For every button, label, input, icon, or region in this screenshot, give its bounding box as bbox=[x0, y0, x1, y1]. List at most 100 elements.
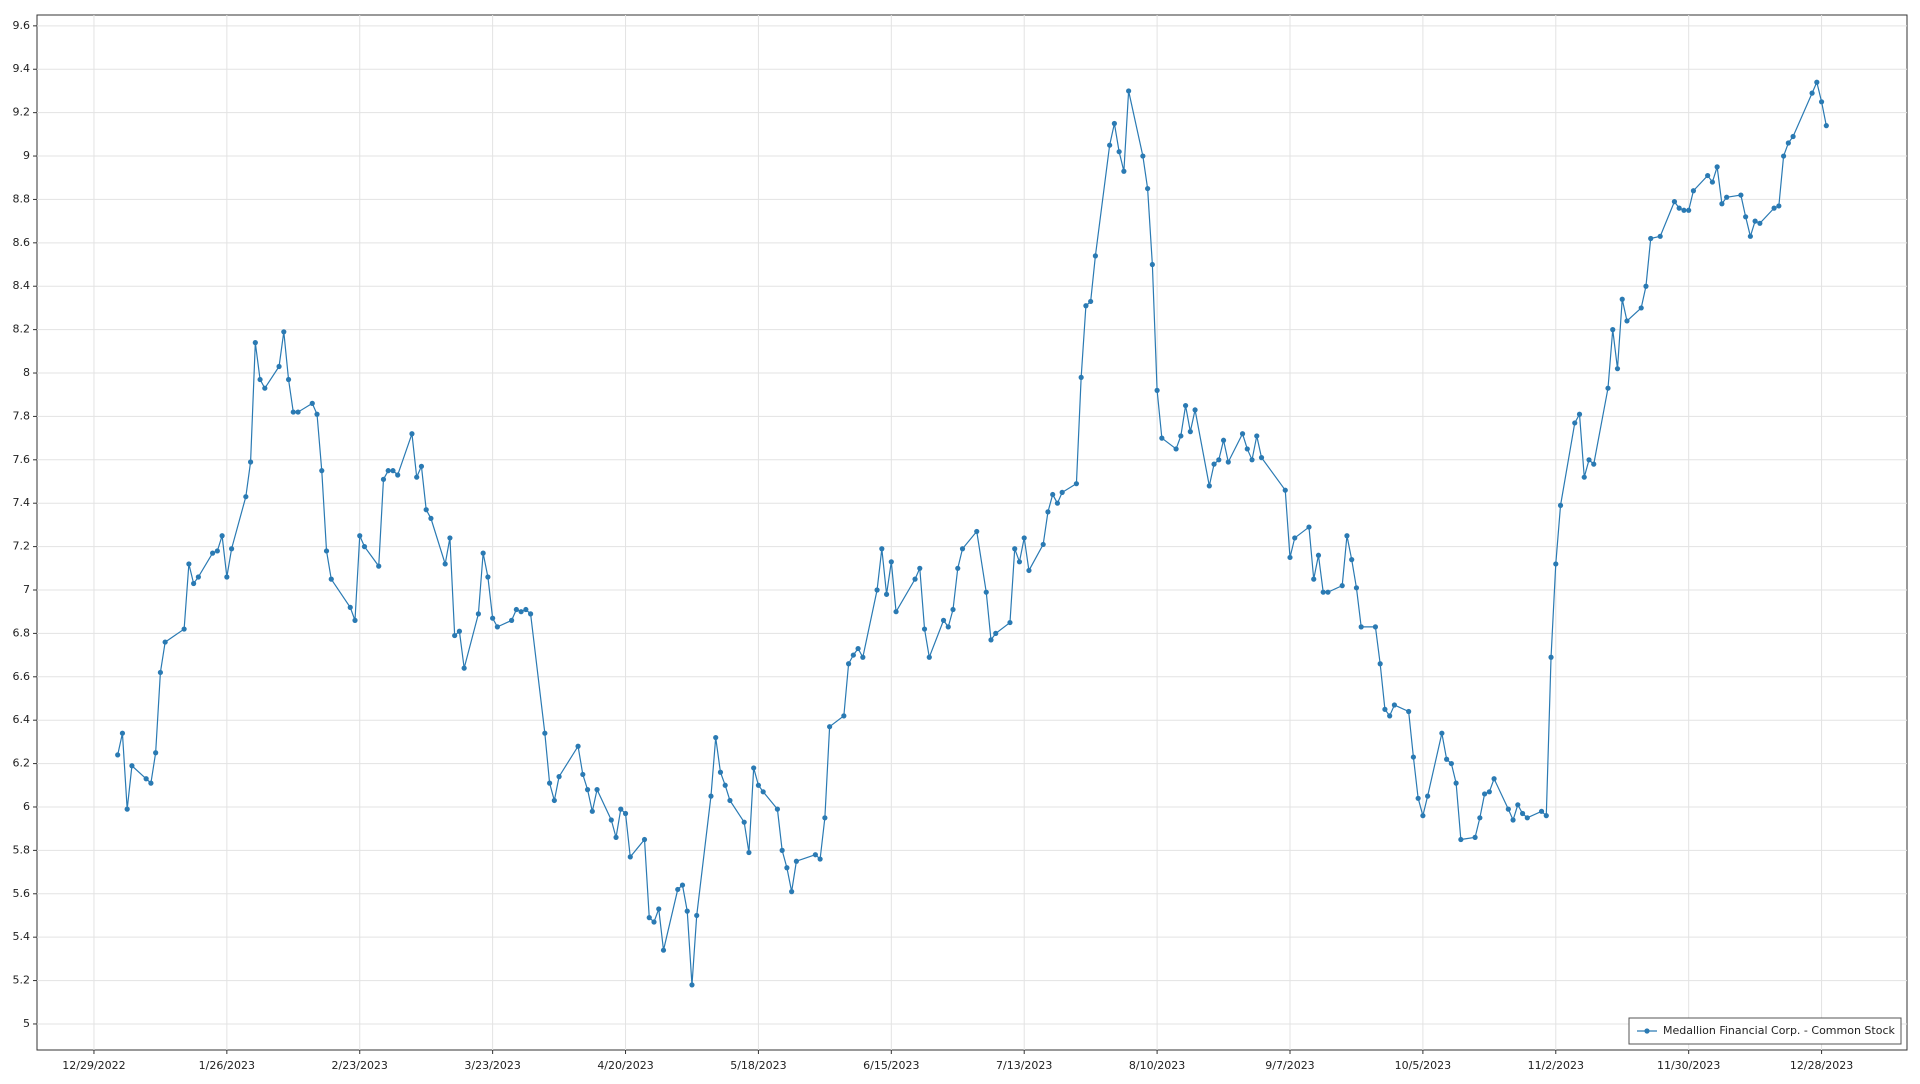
data-point bbox=[423, 507, 429, 513]
data-point bbox=[124, 806, 130, 812]
data-point bbox=[755, 782, 762, 788]
data-point bbox=[1126, 88, 1132, 94]
data-point bbox=[328, 576, 334, 582]
data-point bbox=[1083, 303, 1089, 309]
data-point bbox=[1771, 205, 1777, 211]
data-point bbox=[1040, 541, 1046, 548]
data-point bbox=[1287, 554, 1293, 561]
data-point bbox=[1576, 411, 1583, 417]
data-point bbox=[1325, 589, 1331, 595]
y-tick-label: 9.6 bbox=[13, 19, 31, 32]
data-point bbox=[793, 858, 799, 864]
legend-label: Medallion Financial Corp. - Common Stock bbox=[1663, 1024, 1896, 1037]
data-point bbox=[1372, 624, 1379, 630]
data-point bbox=[1681, 207, 1687, 213]
data-point bbox=[314, 411, 320, 417]
data-point bbox=[584, 787, 591, 793]
data-point bbox=[955, 565, 961, 571]
plot-frame bbox=[36, 14, 1908, 1051]
data-point bbox=[157, 669, 164, 676]
data-point bbox=[1505, 806, 1511, 812]
data-point bbox=[129, 763, 135, 769]
data-point bbox=[461, 665, 467, 671]
data-point bbox=[1140, 153, 1146, 159]
data-point bbox=[1724, 194, 1730, 200]
y-tick-label: 6.6 bbox=[13, 670, 31, 683]
data-point bbox=[1752, 218, 1758, 224]
y-tick-label: 5.2 bbox=[13, 974, 31, 987]
legend-box bbox=[1628, 1017, 1902, 1045]
data-point bbox=[376, 563, 382, 569]
data-point bbox=[1638, 305, 1644, 311]
x-tick-label: 8/10/2023 bbox=[1129, 1059, 1185, 1072]
data-point bbox=[945, 624, 951, 630]
data-point bbox=[1818, 99, 1825, 105]
data-point bbox=[357, 533, 363, 539]
data-point bbox=[247, 459, 254, 465]
data-point bbox=[1249, 457, 1255, 463]
data-point bbox=[1349, 557, 1355, 563]
data-point bbox=[1671, 199, 1678, 205]
data-point bbox=[1439, 730, 1445, 736]
x-tick-label: 7/13/2023 bbox=[996, 1059, 1052, 1072]
data-point bbox=[1709, 179, 1716, 185]
data-point bbox=[485, 574, 491, 580]
data-point bbox=[684, 908, 690, 914]
data-point bbox=[523, 606, 529, 613]
data-point bbox=[1007, 619, 1013, 626]
data-point bbox=[143, 776, 149, 782]
data-point bbox=[1458, 836, 1464, 843]
data-point bbox=[385, 468, 391, 474]
data-point bbox=[1121, 168, 1127, 174]
data-point bbox=[1054, 500, 1061, 506]
data-point bbox=[518, 609, 524, 615]
data-point bbox=[1415, 795, 1421, 801]
data-point bbox=[1211, 461, 1217, 467]
data-point bbox=[675, 886, 681, 893]
data-point bbox=[746, 849, 752, 856]
data-point bbox=[1391, 702, 1398, 708]
data-point bbox=[850, 652, 856, 658]
data-point bbox=[708, 793, 714, 799]
data-point bbox=[285, 376, 292, 383]
data-point bbox=[679, 882, 686, 888]
data-point bbox=[1353, 585, 1360, 591]
data-point bbox=[475, 611, 481, 617]
data-point bbox=[959, 546, 966, 552]
data-point bbox=[352, 617, 358, 623]
y-tick-label: 7.8 bbox=[13, 409, 31, 422]
data-point bbox=[509, 617, 515, 623]
data-point bbox=[153, 750, 159, 756]
legend-swatch-dot bbox=[1644, 1028, 1650, 1034]
data-point bbox=[1187, 429, 1193, 435]
data-point bbox=[148, 780, 154, 786]
data-point bbox=[660, 947, 667, 953]
data-point bbox=[1344, 533, 1350, 539]
data-point bbox=[1050, 491, 1056, 498]
data-point bbox=[817, 856, 823, 862]
data-point bbox=[888, 559, 894, 565]
data-point bbox=[181, 626, 187, 632]
data-point bbox=[1605, 385, 1611, 391]
y-tick-label: 9 bbox=[23, 149, 30, 162]
data-point bbox=[893, 609, 899, 615]
data-point bbox=[243, 494, 249, 500]
data-point bbox=[1809, 90, 1815, 96]
data-point bbox=[1016, 559, 1023, 565]
data-point bbox=[1444, 756, 1450, 762]
data-point bbox=[1078, 374, 1084, 380]
data-point bbox=[447, 535, 453, 541]
data-point bbox=[1239, 431, 1246, 437]
data-point bbox=[1657, 233, 1663, 239]
data-point bbox=[974, 528, 980, 535]
data-point bbox=[390, 468, 396, 474]
data-point bbox=[917, 565, 923, 571]
data-point bbox=[281, 329, 287, 335]
y-tick-label: 6 bbox=[23, 800, 30, 813]
data-point bbox=[1686, 207, 1692, 213]
data-point bbox=[1073, 481, 1080, 487]
data-point bbox=[727, 797, 733, 804]
data-point bbox=[1790, 133, 1796, 140]
data-point bbox=[1216, 457, 1222, 463]
data-point bbox=[556, 774, 562, 780]
